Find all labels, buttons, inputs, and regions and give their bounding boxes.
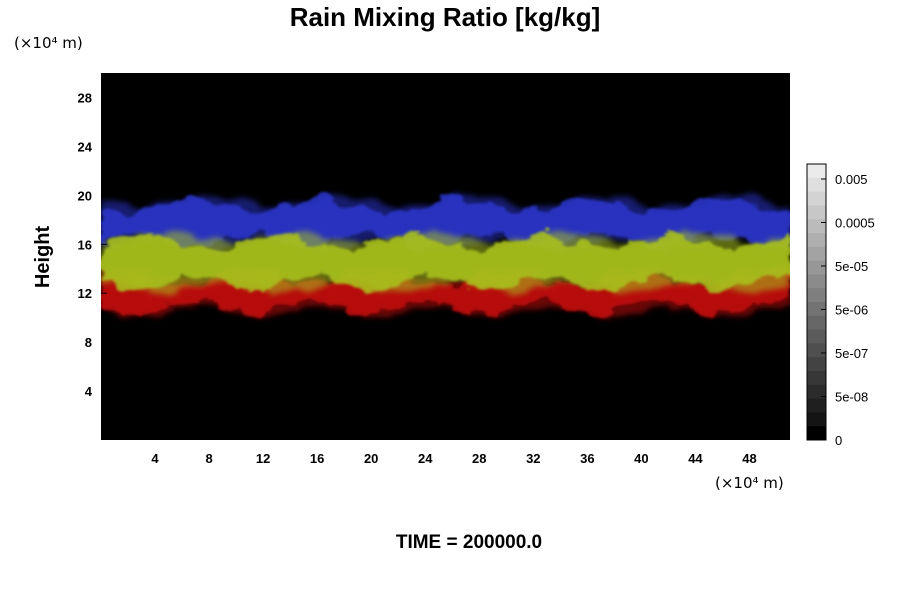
x-tick-label: 20 bbox=[364, 451, 378, 466]
time-label: TIME = 200000.0 bbox=[396, 532, 542, 553]
colorbar-frame bbox=[806, 163, 827, 441]
x-tick-label: 32 bbox=[526, 451, 540, 466]
y-unit-label: (×10⁴ m) bbox=[14, 34, 83, 52]
colorbar-cell bbox=[807, 426, 826, 441]
colorbar-cell bbox=[807, 274, 826, 289]
colorbar-cell bbox=[807, 315, 826, 331]
y-axis: 4 8 12 16 20 24 28 bbox=[78, 90, 107, 399]
colorbar-cell bbox=[807, 343, 826, 358]
colorbar-cell bbox=[807, 302, 826, 317]
colorbar-label: 5e-06 bbox=[835, 303, 868, 318]
colorbar-cell bbox=[807, 246, 826, 262]
x-unit-label: (×10⁴ m) bbox=[715, 474, 784, 492]
colorbar-label: 5e-05 bbox=[835, 259, 868, 274]
colorbar-label: 5e-08 bbox=[835, 390, 868, 405]
x-tick-label: 8 bbox=[205, 451, 212, 466]
colorbar-label: 0.005 bbox=[835, 172, 868, 187]
colorbar-cell bbox=[807, 233, 826, 248]
rain-layer bbox=[101, 231, 790, 293]
colorbar-cell bbox=[807, 371, 826, 386]
colorbar-cell bbox=[807, 329, 826, 344]
x-tick-label: 24 bbox=[418, 451, 433, 466]
y-tick-label: 28 bbox=[78, 90, 92, 105]
x-tick-label: 4 bbox=[151, 451, 159, 466]
x-axis: 4 8 12 16 20 24 28 32 36 40 44 48 bbox=[151, 434, 757, 466]
y-tick-label: 4 bbox=[85, 384, 93, 399]
chart-title: Rain Mixing Ratio [kg/kg] bbox=[290, 2, 601, 32]
colorbar-cell bbox=[807, 191, 826, 206]
x-tick-label: 12 bbox=[256, 451, 270, 466]
colorbar-label: 0 bbox=[835, 433, 842, 448]
colorbar-label: 5e-07 bbox=[835, 346, 868, 361]
colorbar-cell bbox=[807, 288, 826, 303]
y-tick-label: 16 bbox=[78, 237, 92, 252]
colorbar-cell bbox=[807, 164, 826, 179]
y-axis-label: Height bbox=[32, 226, 54, 289]
y-tick-label: 12 bbox=[78, 286, 92, 301]
x-tick-label: 36 bbox=[580, 451, 594, 466]
rain-field bbox=[101, 193, 790, 320]
x-tick-label: 44 bbox=[688, 451, 703, 466]
colorbar-cell bbox=[807, 177, 826, 193]
x-tick-label: 48 bbox=[742, 451, 756, 466]
colorbar-cell bbox=[807, 219, 826, 234]
y-tick-label: 20 bbox=[78, 188, 92, 203]
colorbar-cell bbox=[807, 398, 826, 413]
colorbar: 0.005 0.0005 5e-05 5e-06 5e-07 5e-08 0 bbox=[806, 163, 875, 448]
y-tick-label: 8 bbox=[85, 335, 92, 350]
colorbar-cell bbox=[807, 260, 826, 275]
colorbar-cell bbox=[807, 384, 826, 400]
x-tick-label: 28 bbox=[472, 451, 486, 466]
y-tick-label: 24 bbox=[78, 139, 93, 154]
colorbar-cell bbox=[807, 412, 826, 427]
x-tick-label: 16 bbox=[310, 451, 324, 466]
colorbar-cell bbox=[807, 357, 826, 372]
colorbar-cell bbox=[807, 205, 826, 220]
colorbar-label: 0.0005 bbox=[835, 216, 875, 231]
rain-layer bbox=[101, 194, 790, 250]
x-tick-label: 40 bbox=[634, 451, 648, 466]
